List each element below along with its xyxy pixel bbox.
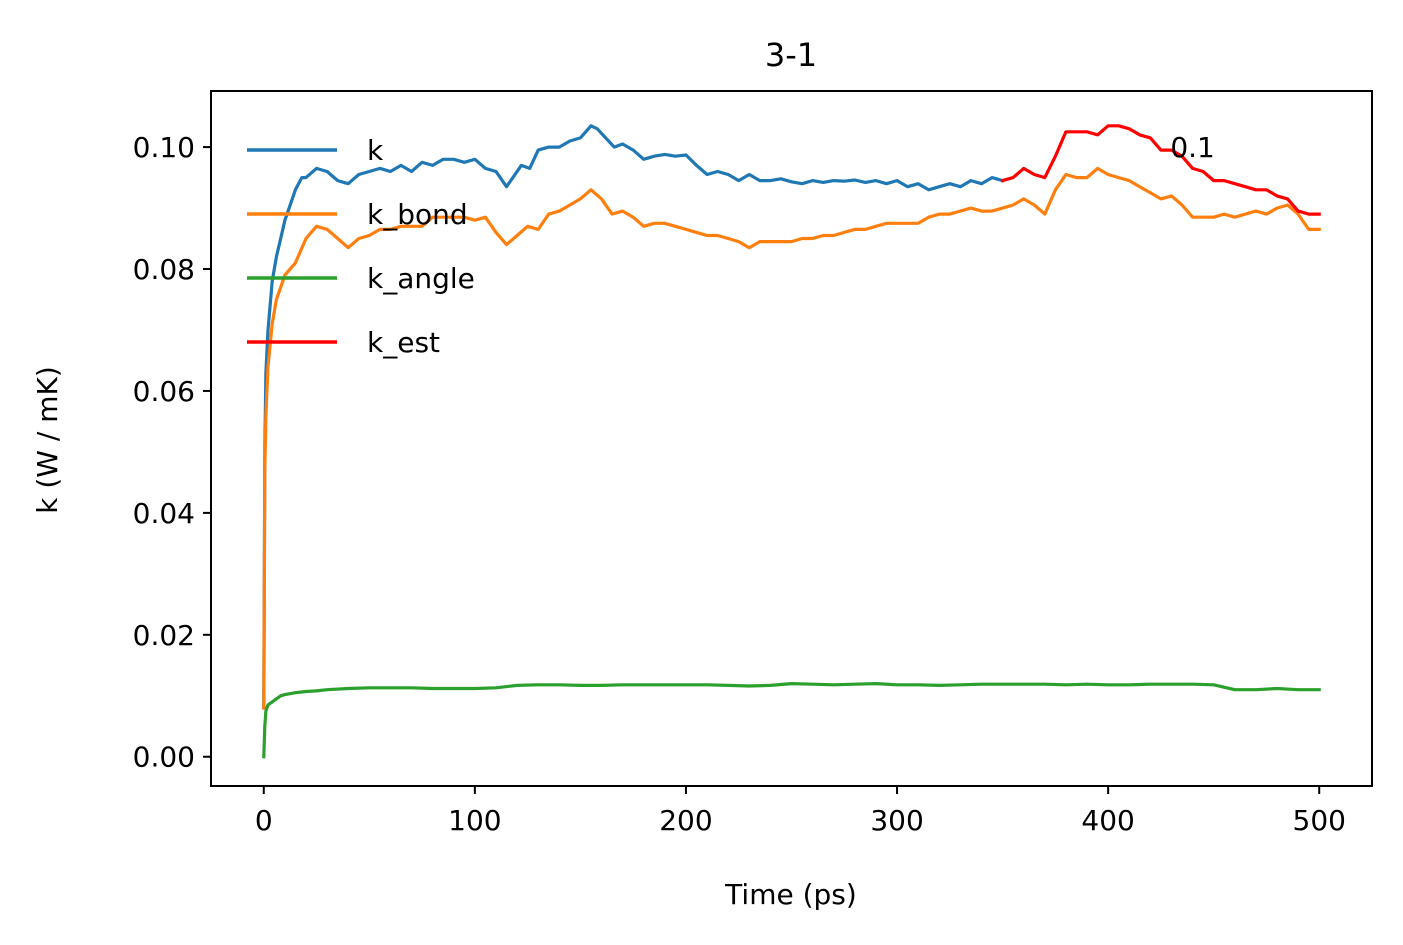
plot-area bbox=[262, 124, 1321, 759]
series-line-k-angle bbox=[262, 681, 1321, 759]
series-line-k-est bbox=[1000, 124, 1321, 216]
y-axis: 0.00 0.02 0.04 0.06 0.08 0.10 bbox=[133, 131, 211, 774]
x-axis-label: Time (ps) bbox=[724, 878, 857, 911]
plot-frame bbox=[210, 90, 1373, 787]
legend-label-k-bond: k_bond bbox=[367, 198, 468, 231]
y-tick-label: 0.08 bbox=[133, 253, 195, 286]
annotation-label: 0.1 bbox=[1170, 131, 1215, 164]
x-tick-label: 100 bbox=[448, 804, 501, 837]
x-tick-label: 400 bbox=[1081, 804, 1134, 837]
legend-label-k: k bbox=[367, 134, 384, 167]
x-axis: 0 100 200 300 400 500 bbox=[255, 786, 1346, 837]
y-axis-label: k (W / mK) bbox=[31, 366, 64, 514]
y-tick-label: 0.04 bbox=[133, 497, 195, 530]
y-tick-label: 0.06 bbox=[133, 375, 195, 408]
y-tick-label: 0.00 bbox=[133, 741, 195, 774]
series-line-k-bond bbox=[262, 166, 1321, 710]
legend: k k_bond k_angle k_est bbox=[247, 134, 475, 359]
y-tick-label: 0.10 bbox=[133, 131, 195, 164]
series-line-k bbox=[262, 124, 1005, 710]
x-tick-label: 0 bbox=[255, 804, 273, 837]
y-tick-label: 0.02 bbox=[133, 619, 195, 652]
chart-title: 3-1 bbox=[765, 36, 817, 74]
x-tick-label: 500 bbox=[1293, 804, 1346, 837]
legend-label-k-est: k_est bbox=[367, 326, 440, 359]
x-tick-label: 200 bbox=[659, 804, 712, 837]
legend-label-k-angle: k_angle bbox=[367, 262, 475, 295]
x-tick-label: 300 bbox=[870, 804, 923, 837]
